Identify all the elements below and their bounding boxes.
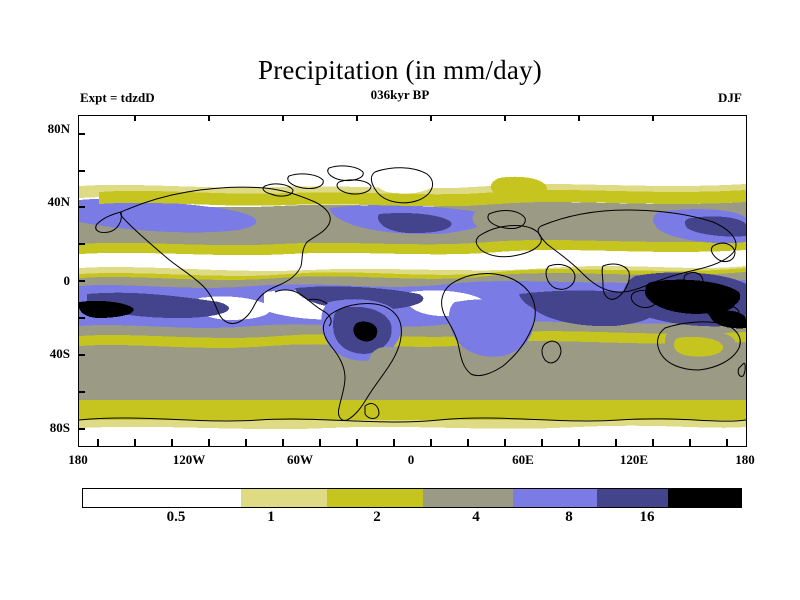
colorbar-band-6 xyxy=(668,489,741,507)
colorbar-band-1 xyxy=(240,489,328,507)
x-tick xyxy=(652,439,654,446)
colorbar-band-3 xyxy=(423,489,514,507)
x-tick-top xyxy=(208,115,210,121)
colorbar-band-2 xyxy=(327,489,424,507)
x-tick xyxy=(689,439,691,446)
x-tick xyxy=(245,439,247,446)
x-tick xyxy=(467,439,469,446)
x-tick-top xyxy=(282,115,284,121)
y-tick xyxy=(78,391,85,393)
colorbar-label-5: 16 xyxy=(639,509,655,525)
x-axis-label-60e: 60E xyxy=(512,452,534,467)
y-tick xyxy=(78,243,85,245)
x-tick xyxy=(578,439,580,446)
x-tick-top xyxy=(356,115,358,121)
x-tick-top xyxy=(504,115,506,121)
x-tick xyxy=(171,439,173,446)
x-tick xyxy=(208,439,210,446)
season-label: DJF xyxy=(718,90,742,105)
y-tick xyxy=(78,280,85,282)
y-tick xyxy=(78,133,85,135)
x-axis-label-120e: 120E xyxy=(619,452,649,467)
colorbar-label-3: 4 xyxy=(472,509,480,525)
map-plot-area xyxy=(78,115,747,447)
x-tick xyxy=(134,439,136,446)
y-tick xyxy=(78,428,85,430)
colorbar-band-5 xyxy=(597,489,669,507)
x-tick xyxy=(356,439,358,446)
x-tick xyxy=(541,439,543,446)
y-tick xyxy=(78,354,85,356)
y-tick xyxy=(78,206,85,208)
x-tick xyxy=(319,439,321,446)
experiment-label: Expt = tdzdD xyxy=(80,90,155,105)
x-axis-label-0: 0 xyxy=(407,452,415,467)
page-title: Precipitation (in mm/day) xyxy=(258,55,542,85)
y-tick xyxy=(78,317,85,319)
x-tick-top xyxy=(652,115,654,121)
x-tick xyxy=(282,439,284,446)
y-axis-label-0: 0 xyxy=(63,273,71,288)
y-axis-label-40n: 40N xyxy=(47,194,70,209)
x-axis-label-60w: 60W xyxy=(287,452,313,467)
subtitle: 036kyr BP xyxy=(370,87,430,102)
x-tick xyxy=(97,439,99,446)
x-tick xyxy=(726,439,728,446)
colorbar-label-2: 2 xyxy=(373,509,381,525)
y-axis-label-80n: 80N xyxy=(47,121,70,136)
colorbar-band-4 xyxy=(513,489,598,507)
colorbar-label-0: 0.5 xyxy=(166,509,186,525)
x-tick-top xyxy=(430,115,432,121)
x-tick xyxy=(393,439,395,446)
colorbar-band-0 xyxy=(83,489,241,507)
x-axis-label-180e: 180 xyxy=(735,452,755,467)
colorbar xyxy=(82,488,742,508)
colorbar-label-1: 1 xyxy=(267,509,275,525)
x-tick xyxy=(430,439,432,446)
x-tick-top xyxy=(578,115,580,121)
x-axis-label-180w: 180 xyxy=(68,452,88,467)
y-axis-label-80s: 80S xyxy=(49,420,70,435)
x-tick xyxy=(504,439,506,446)
colorbar-label-4: 8 xyxy=(565,509,573,525)
y-axis-label-40s: 40S xyxy=(49,346,70,361)
y-tick xyxy=(78,170,85,172)
x-tick xyxy=(615,439,617,446)
x-axis-label-120w: 120W xyxy=(172,452,206,467)
x-tick-top xyxy=(134,115,136,121)
